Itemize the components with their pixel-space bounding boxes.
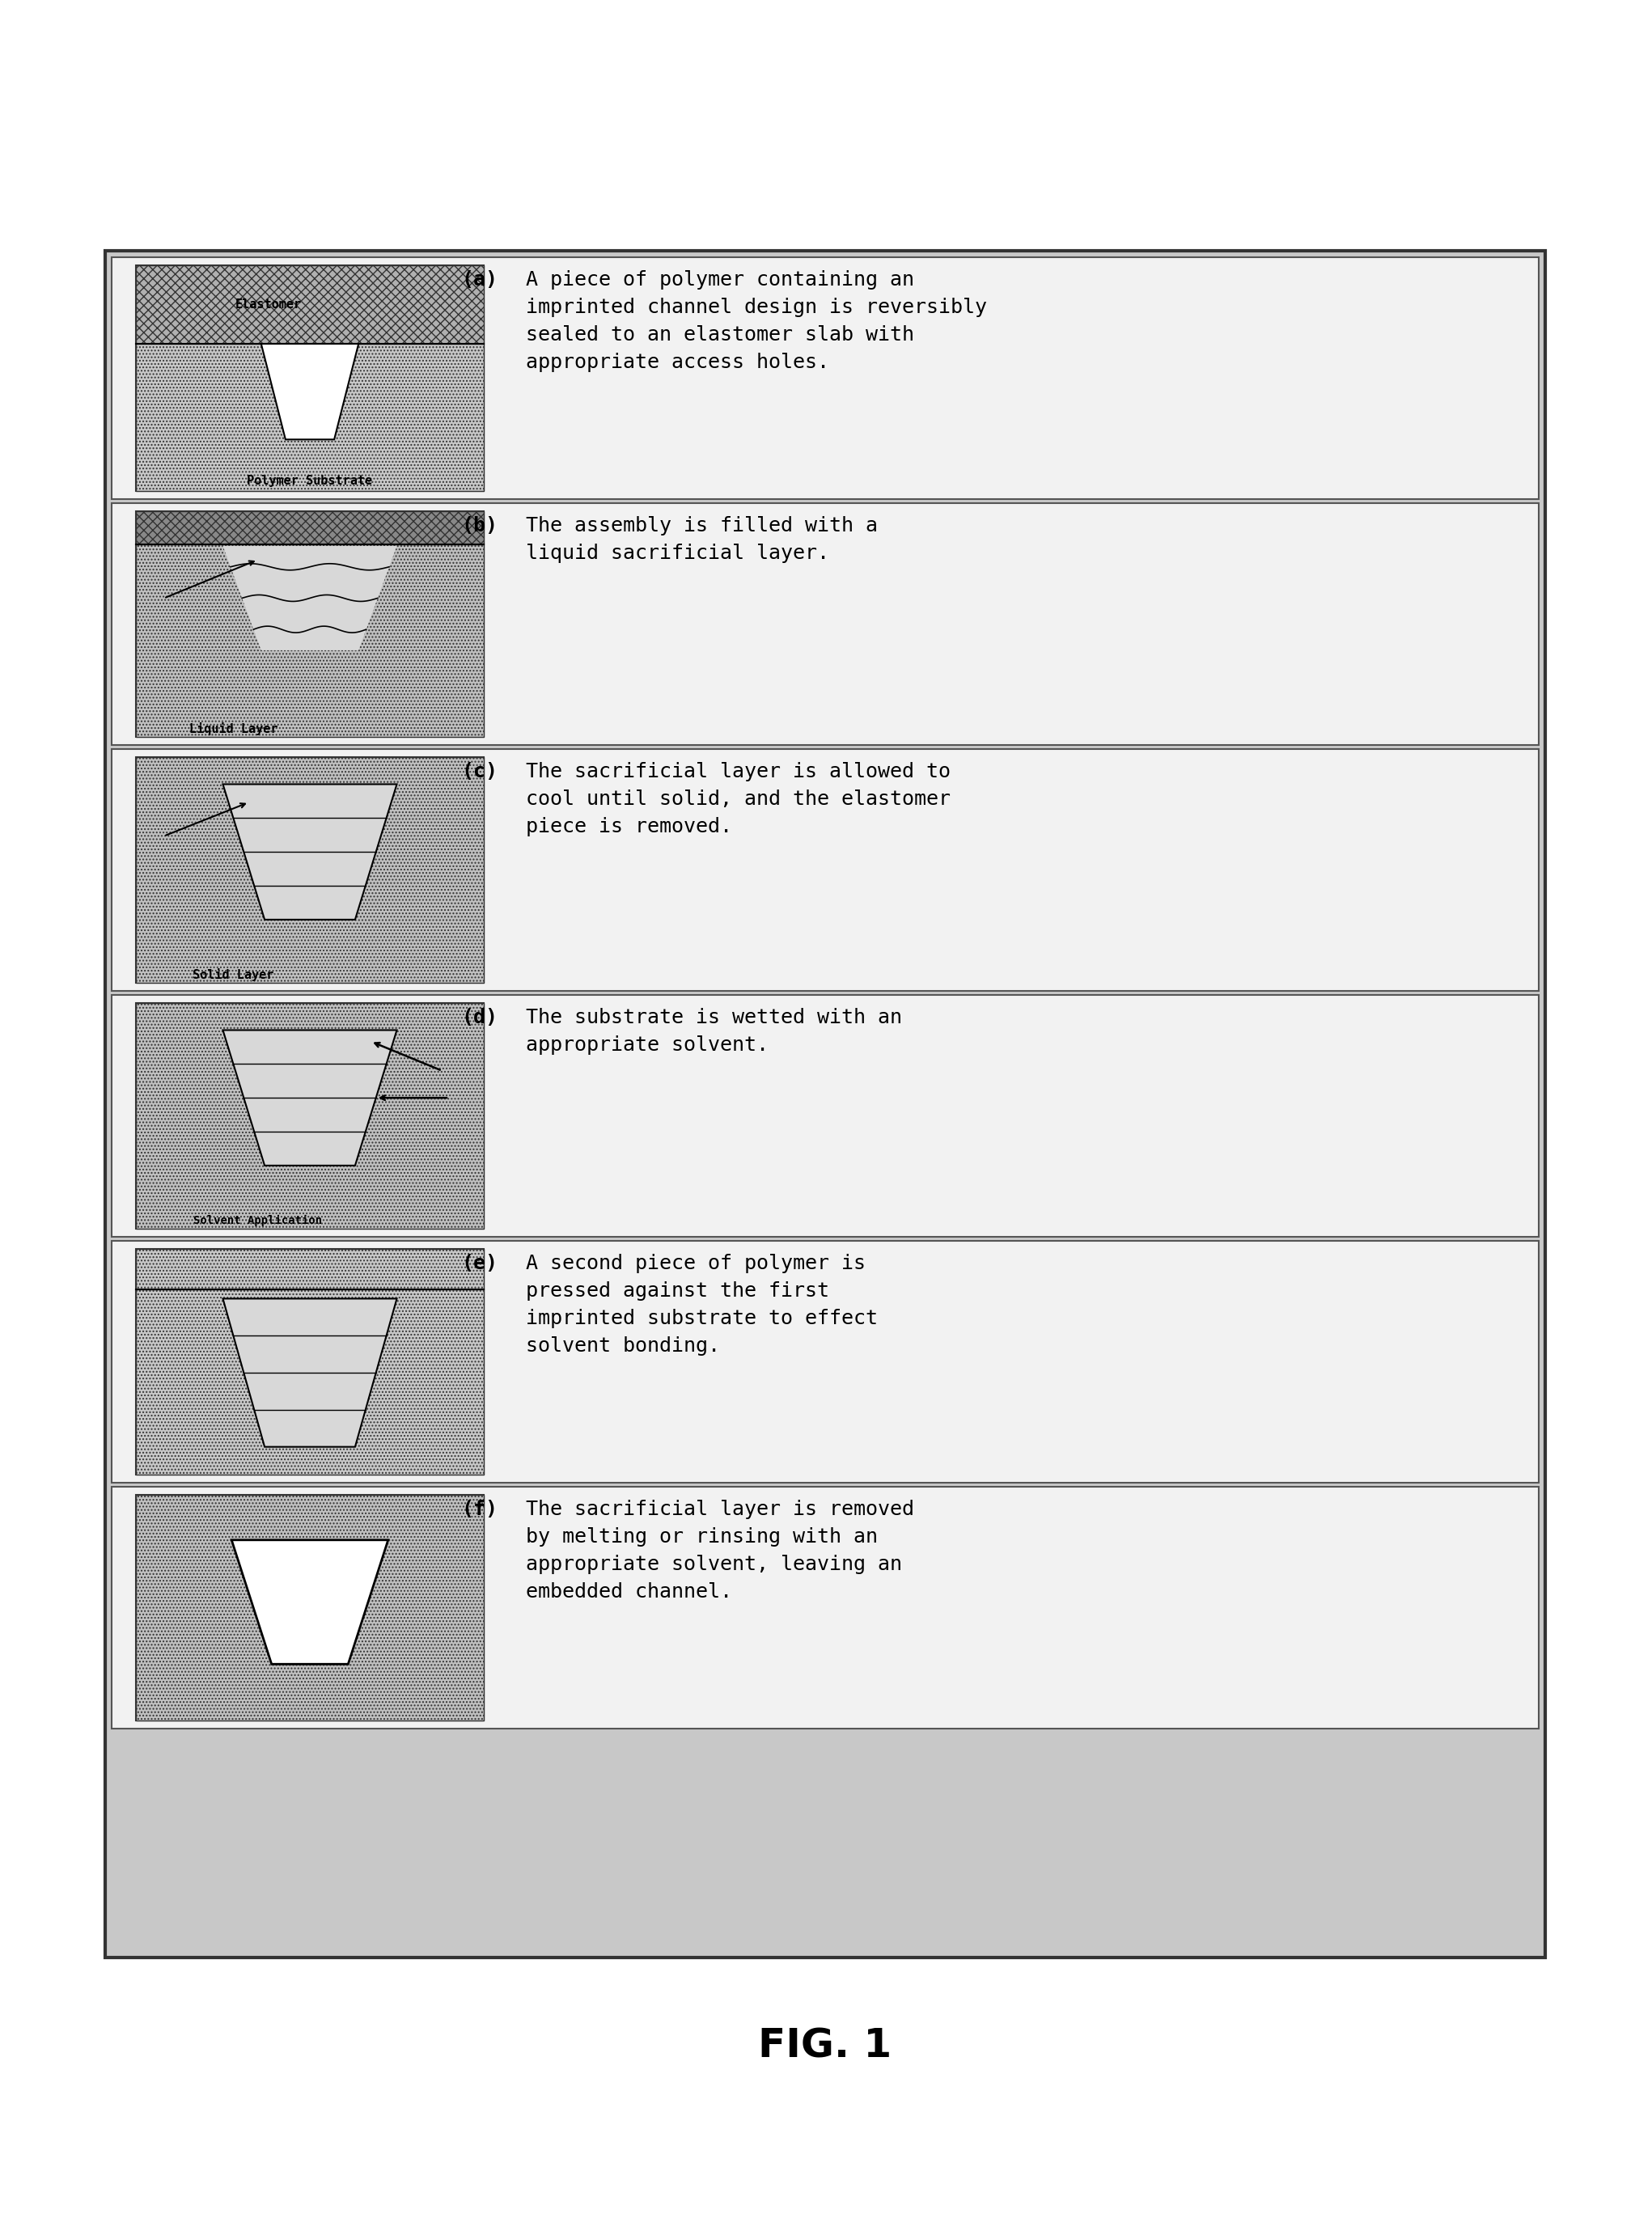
Text: A piece of polymer containing an: A piece of polymer containing an: [525, 271, 914, 291]
Text: (a): (a): [461, 271, 497, 291]
Polygon shape: [231, 1539, 388, 1664]
Text: (c): (c): [461, 763, 497, 781]
Bar: [106, 251, 1545, 1958]
Text: (e): (e): [461, 1253, 497, 1273]
Bar: [112, 1240, 1538, 1482]
Polygon shape: [223, 785, 396, 920]
Text: FIG. 1: FIG. 1: [758, 2027, 892, 2065]
Bar: [112, 996, 1538, 1238]
Text: (b): (b): [461, 517, 497, 535]
Text: appropriate access holes.: appropriate access holes.: [525, 353, 829, 373]
Text: sealed to an elastomer slab with: sealed to an elastomer slab with: [525, 326, 914, 344]
Text: (d): (d): [461, 1007, 497, 1027]
Polygon shape: [223, 1029, 396, 1164]
Text: Polymer Substrate: Polymer Substrate: [248, 475, 373, 488]
Bar: [135, 1495, 484, 1721]
Bar: [135, 1289, 484, 1475]
Bar: [112, 1486, 1538, 1728]
Text: pressed against the first: pressed against the first: [525, 1282, 829, 1300]
Bar: [135, 543, 484, 736]
Text: Liquid Layer: Liquid Layer: [188, 723, 278, 736]
Text: The sacrificial layer is removed: The sacrificial layer is removed: [525, 1499, 914, 1519]
Bar: [135, 1003, 484, 1229]
Bar: [135, 1249, 484, 1475]
Text: solvent bonding.: solvent bonding.: [525, 1335, 720, 1355]
Polygon shape: [261, 344, 358, 439]
Bar: [135, 510, 484, 543]
Bar: [135, 1495, 484, 1721]
Bar: [112, 503, 1538, 745]
Bar: [135, 756, 484, 983]
Text: Solvent Application: Solvent Application: [193, 1215, 322, 1227]
Bar: [135, 266, 484, 344]
Bar: [135, 344, 484, 490]
Text: Solid Layer: Solid Layer: [193, 969, 274, 980]
Bar: [135, 1249, 484, 1289]
Text: A second piece of polymer is: A second piece of polymer is: [525, 1253, 866, 1273]
Text: imprinted channel design is reversibly: imprinted channel design is reversibly: [525, 297, 986, 317]
Bar: [112, 750, 1538, 991]
Bar: [135, 756, 484, 983]
Text: (f): (f): [461, 1499, 497, 1519]
Text: appropriate solvent.: appropriate solvent.: [525, 1036, 768, 1056]
Polygon shape: [223, 1300, 396, 1446]
Text: Elastomer: Elastomer: [235, 299, 301, 311]
Text: liquid sacrificial layer.: liquid sacrificial layer.: [525, 543, 829, 563]
Text: cool until solid, and the elastomer: cool until solid, and the elastomer: [525, 790, 950, 810]
Text: The assembly is filled with a: The assembly is filled with a: [525, 517, 877, 535]
Polygon shape: [223, 546, 396, 650]
Text: embedded channel.: embedded channel.: [525, 1581, 732, 1601]
Bar: [112, 257, 1538, 499]
Text: by melting or rinsing with an: by melting or rinsing with an: [525, 1528, 877, 1546]
Bar: [135, 1003, 484, 1229]
Text: piece is removed.: piece is removed.: [525, 816, 732, 836]
Bar: [106, 251, 1545, 1958]
Bar: [135, 266, 484, 490]
Text: The sacrificial layer is allowed to: The sacrificial layer is allowed to: [525, 763, 950, 781]
Text: imprinted substrate to effect: imprinted substrate to effect: [525, 1309, 877, 1329]
Bar: [135, 510, 484, 736]
Text: The substrate is wetted with an: The substrate is wetted with an: [525, 1007, 902, 1027]
Text: appropriate solvent, leaving an: appropriate solvent, leaving an: [525, 1555, 902, 1575]
